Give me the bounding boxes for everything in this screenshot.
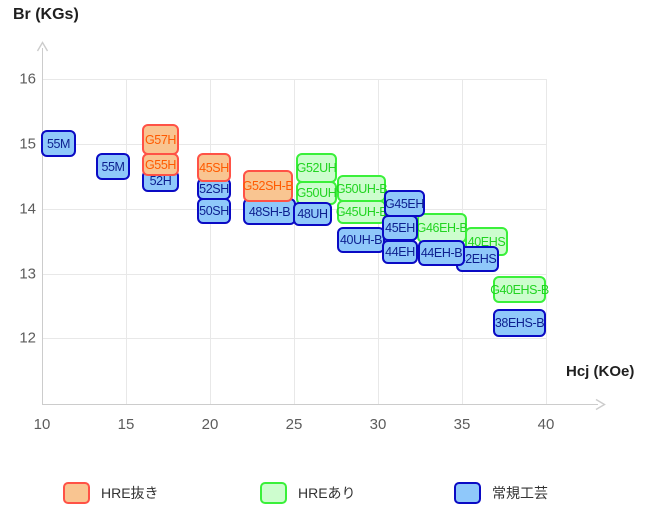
grade-box-48sh-b[interactable]: 48SH-B bbox=[243, 198, 296, 225]
grade-box-g40ehs-b[interactable]: G40EHS-B bbox=[490, 276, 549, 303]
legend-item-green[interactable]: HREあり bbox=[260, 481, 356, 505]
grade-box-g45eh[interactable]: G45EH bbox=[384, 190, 425, 217]
grade-box-g57h[interactable]: G57H bbox=[142, 124, 179, 155]
y-tick-13: 13 bbox=[19, 265, 36, 283]
gridline-vertical bbox=[294, 79, 295, 404]
y-tick-16: 16 bbox=[19, 70, 36, 88]
grade-box-g52sh-b[interactable]: G52SH-B bbox=[243, 170, 294, 202]
grade-box-45eh[interactable]: 45EH bbox=[382, 215, 418, 241]
legend-label: HRE抜き bbox=[101, 485, 159, 501]
y-axis-arrow-icon bbox=[36, 41, 49, 52]
x-tick-30: 30 bbox=[369, 416, 387, 433]
legend-label: 常規工芸 bbox=[492, 485, 548, 501]
y-tick-12: 12 bbox=[19, 329, 36, 347]
x-tick-40: 40 bbox=[537, 416, 555, 433]
grade-box-40ehs[interactable]: 40EHS bbox=[465, 227, 508, 256]
y-axis-title: Br (KGs) bbox=[13, 6, 79, 23]
gridline-vertical bbox=[126, 79, 127, 404]
grade-box-45sh[interactable]: 45SH bbox=[197, 153, 231, 182]
grade-box-40uh-b[interactable]: 40UH-B bbox=[337, 227, 385, 253]
legend-item-orange[interactable]: HRE抜き bbox=[63, 481, 159, 505]
grade-box-g45uh-b[interactable]: G45UH-B bbox=[336, 200, 388, 224]
grade-box-55m[interactable]: 55M bbox=[96, 153, 130, 180]
grade-box-44eh-b[interactable]: 44EH-B bbox=[418, 240, 465, 266]
legend-item-blue[interactable]: 常規工芸 bbox=[454, 481, 548, 505]
grade-box-44eh[interactable]: 44EH bbox=[382, 240, 418, 264]
gridline-vertical bbox=[546, 79, 547, 404]
legend-swatch-blue-icon bbox=[454, 482, 481, 504]
grade-box-48uh[interactable]: 48UH bbox=[293, 202, 332, 226]
gridline-vertical bbox=[210, 79, 211, 404]
x-tick-35: 35 bbox=[453, 416, 471, 433]
x-tick-15: 15 bbox=[117, 416, 135, 433]
legend-swatch-orange-icon bbox=[63, 482, 90, 504]
grade-box-52sh[interactable]: 52SH bbox=[197, 178, 231, 200]
legend-swatch-green-icon bbox=[260, 482, 287, 504]
grade-box-55m[interactable]: 55M bbox=[41, 130, 76, 157]
grade-box-38ehs-b[interactable]: 38EHS-B bbox=[493, 309, 546, 337]
y-tick-14: 14 bbox=[19, 200, 36, 218]
legend-label: HREあり bbox=[298, 485, 356, 501]
y-tick-15: 15 bbox=[19, 135, 36, 153]
grade-box-50sh[interactable]: 50SH bbox=[197, 198, 231, 224]
grade-box-g55h[interactable]: G55H bbox=[142, 153, 179, 176]
grade-box-g52uh[interactable]: G52UH bbox=[296, 153, 337, 183]
x-axis-arrow-icon bbox=[595, 398, 606, 411]
grade-box-g46eh-b[interactable]: G46EH-B bbox=[417, 213, 468, 243]
x-axis-title: Hcj (KOe) bbox=[566, 363, 635, 380]
grade-box-g50uh-b[interactable]: G50UH-B bbox=[336, 175, 388, 202]
x-tick-25: 25 bbox=[285, 416, 303, 433]
x-axis-line bbox=[42, 404, 598, 405]
x-tick-20: 20 bbox=[201, 416, 219, 433]
x-tick-10: 10 bbox=[33, 416, 51, 433]
y-axis-line bbox=[42, 48, 43, 404]
